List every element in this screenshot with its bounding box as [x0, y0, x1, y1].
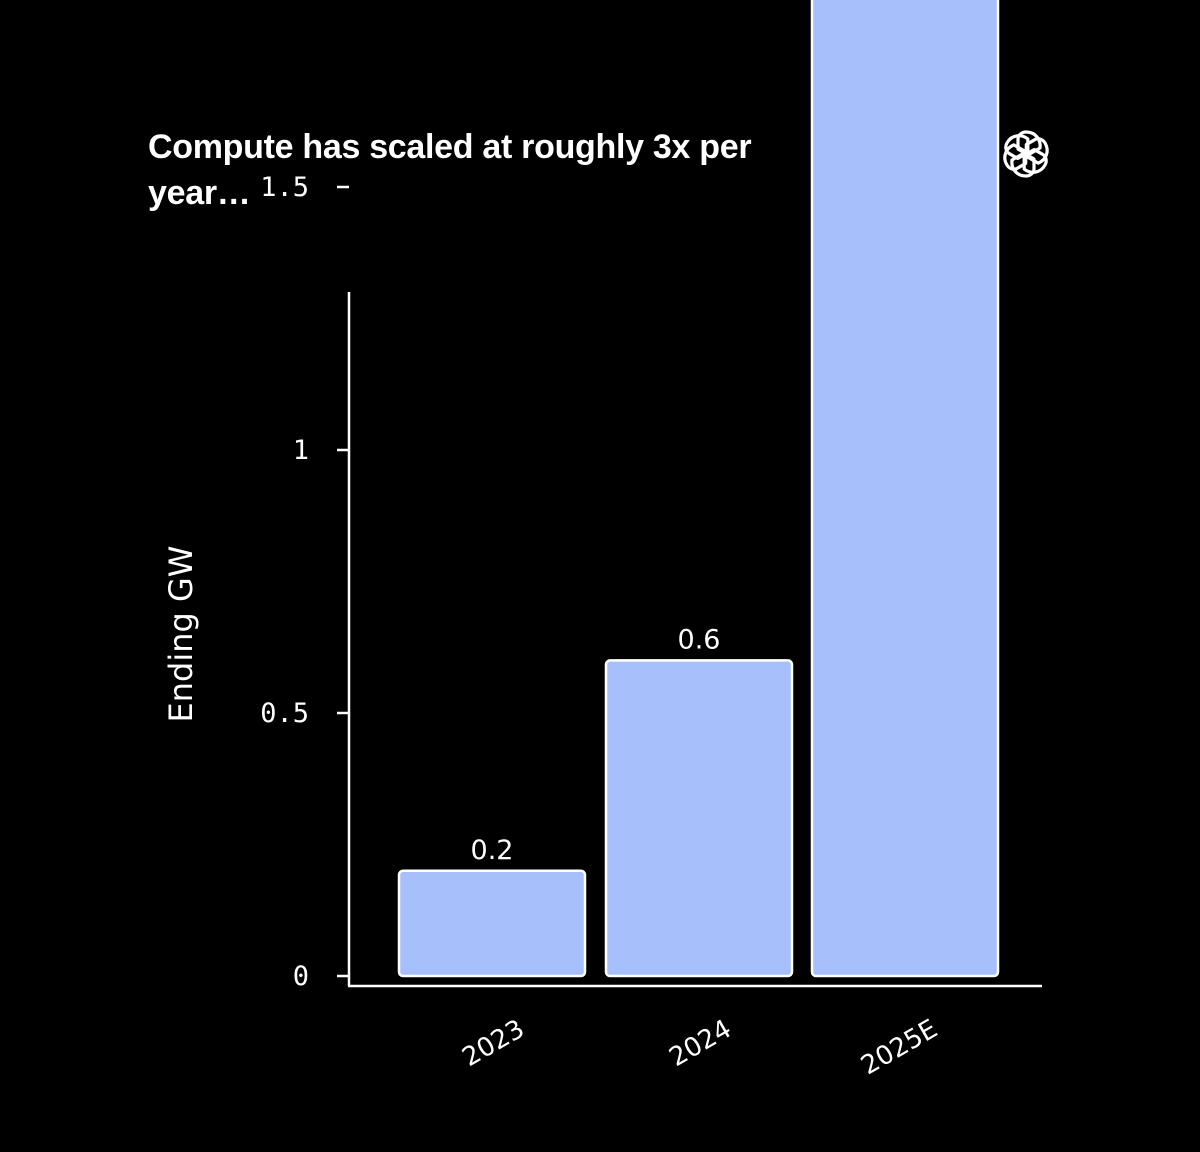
data-labels: 0.20.61.9: [471, 624, 721, 866]
y-axis: 00.511.522.5: [260, 172, 351, 992]
y-tick-label: 1: [293, 435, 309, 466]
data-label: 0.2: [471, 835, 514, 866]
y-axis-title: Ending GW: [162, 546, 200, 723]
bar: [397, 869, 587, 978]
x-category-label: 2025E: [856, 1014, 943, 1081]
y-tick-label: 1.5: [260, 172, 309, 203]
x-category-label: 2024: [664, 1014, 736, 1073]
x-category-label: 2023: [457, 1014, 529, 1073]
y-tick-label: 0: [293, 961, 309, 992]
x-axis: 2023 2024 2025E: [348, 984, 1042, 1081]
bar: [604, 659, 794, 978]
bar: [810, 0, 1000, 978]
data-label: 0.6: [678, 624, 721, 655]
openai-logo-icon: [998, 129, 1054, 179]
y-tick-label: 0.5: [260, 698, 309, 729]
chart-title: Compute has scaled at roughly 3x per yea…: [148, 128, 752, 212]
bars: [397, 0, 1000, 978]
